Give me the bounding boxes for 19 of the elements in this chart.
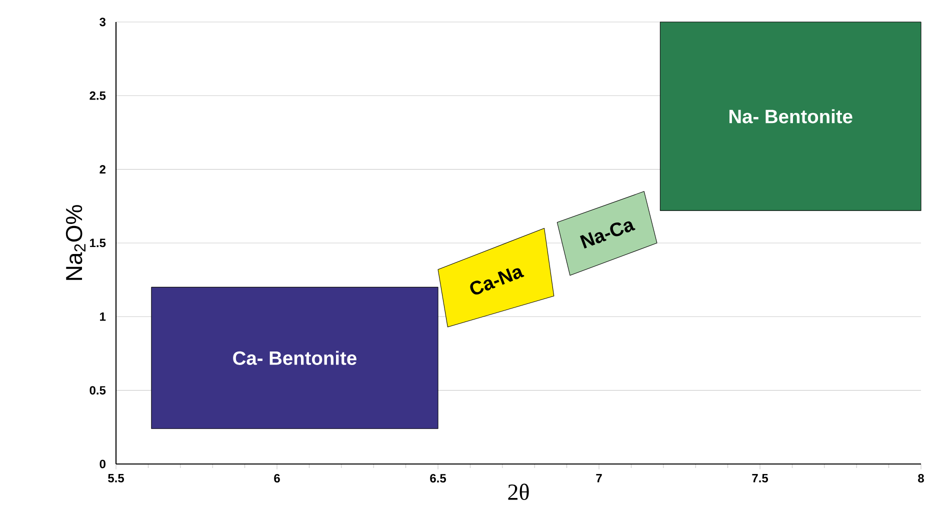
x-axis-title: 2θ bbox=[508, 484, 529, 500]
y-axis-title: Na$_{2}$O% bbox=[66, 205, 86, 280]
y-tick-label: 1.5 bbox=[90, 238, 106, 248]
y-tick-label: 0 bbox=[100, 460, 106, 468]
y-tick-label: 0.5 bbox=[90, 386, 106, 395]
x-tick-label: 8 bbox=[918, 474, 924, 483]
y-tick-label: 2 bbox=[100, 165, 106, 174]
x-tick-label: 6.5 bbox=[430, 474, 446, 483]
y-tick-label: 1 bbox=[100, 312, 106, 321]
y-tick-label: 2.5 bbox=[90, 91, 106, 100]
y-tick-label: 3 bbox=[100, 18, 106, 26]
series-label: Ca-Na bbox=[470, 268, 524, 294]
x-tick-label: 7.5 bbox=[752, 474, 768, 482]
x-tick-label: 7 bbox=[596, 474, 602, 482]
series-label: Na-Ca bbox=[580, 221, 636, 248]
series-label: Ca- Bentonite bbox=[233, 350, 356, 365]
x-tick-label: 6 bbox=[274, 474, 280, 483]
series-label: Na- Bentonite bbox=[729, 109, 852, 124]
x-tick-label: 5.5 bbox=[108, 474, 124, 482]
